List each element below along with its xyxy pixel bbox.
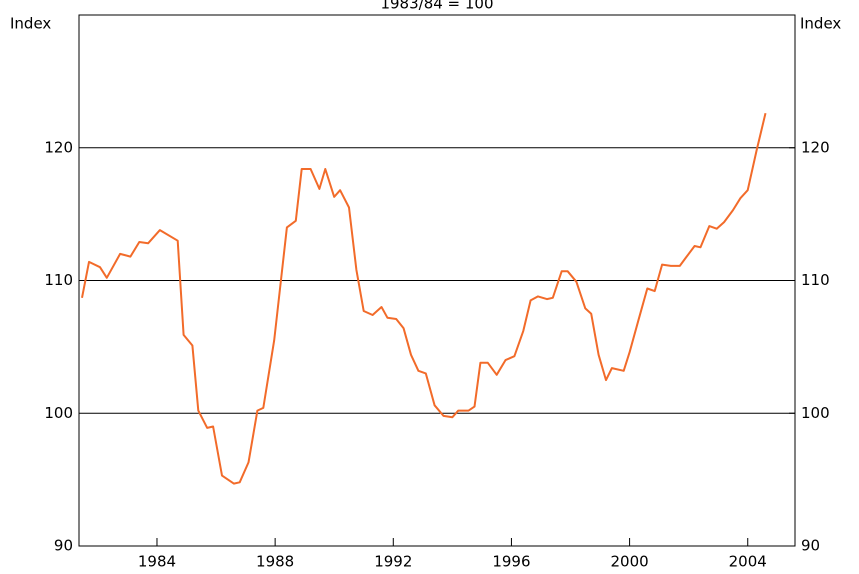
chart-subtitle: 1983/84 = 100 [380, 0, 493, 13]
y-tick-label: 110 [44, 271, 73, 289]
x-tick-label: 1996 [492, 553, 530, 571]
y-tick-label: 90 [54, 537, 73, 555]
y2-axis-label: Index [800, 15, 841, 33]
data-line [81, 112, 767, 485]
y-axis-label: Index [10, 15, 51, 33]
x-tick-label: 1984 [138, 553, 176, 571]
x-tick-label: 2000 [610, 553, 648, 571]
y-tick-label: 100 [44, 404, 73, 422]
x-tick-label: 2004 [729, 553, 767, 571]
y2-tick-label: 110 [801, 271, 830, 289]
y2-tick-label: 90 [801, 537, 820, 555]
y-tick-label: 120 [44, 138, 73, 156]
x-tick-label: 1992 [374, 553, 412, 571]
x-tick-label: 1988 [256, 553, 294, 571]
y2-tick-label: 100 [801, 404, 830, 422]
y2-tick-label: 120 [801, 138, 830, 156]
